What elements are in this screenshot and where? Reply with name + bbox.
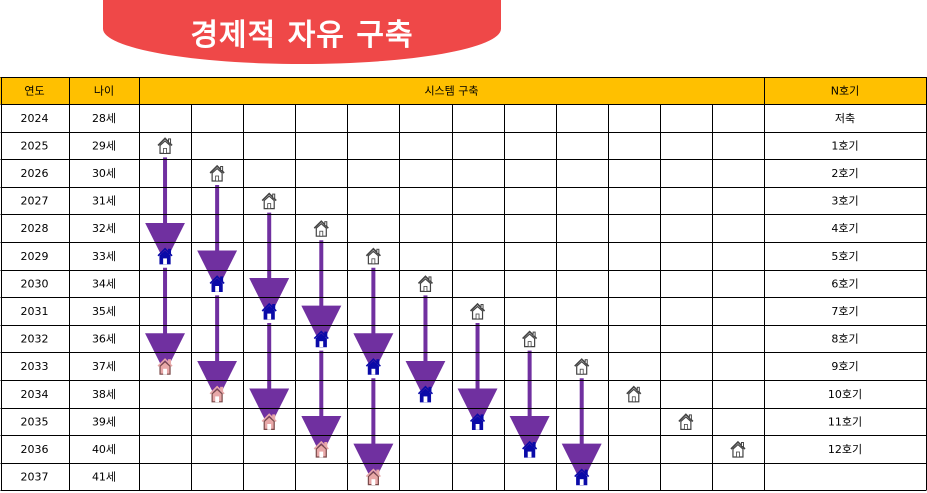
house-icon xyxy=(157,358,173,375)
year-cell: 2033 xyxy=(21,360,49,373)
house-icon xyxy=(522,330,538,348)
year-cell: 2034 xyxy=(21,388,49,401)
year-cell: 2025 xyxy=(21,139,49,152)
year-cell: 2035 xyxy=(21,415,49,428)
age-cell: 40세 xyxy=(92,443,116,456)
house-icon xyxy=(365,468,381,486)
page-title: 경제적 자유 구축 xyxy=(190,18,414,53)
nth-cell: 2호기 xyxy=(831,167,858,180)
header-row xyxy=(0,77,926,104)
nth-cell: 3호기 xyxy=(831,195,858,208)
house-icon xyxy=(313,220,329,237)
year-cell: 2024 xyxy=(21,112,49,125)
nth-cell: 12호기 xyxy=(828,443,862,456)
year-cell: 2027 xyxy=(21,195,49,208)
house-icon xyxy=(678,413,694,430)
year-cell: 2037 xyxy=(21,471,49,484)
age-cell: 29세 xyxy=(92,139,116,152)
header-age: 나이 xyxy=(94,85,114,98)
house-icon xyxy=(469,302,486,320)
age-cell: 38세 xyxy=(92,388,116,401)
age-cell: 33세 xyxy=(92,250,116,263)
house-icon xyxy=(261,302,277,320)
age-cell: 30세 xyxy=(92,167,116,180)
nth-cell: 6호기 xyxy=(831,277,858,290)
nth-cell: 7호기 xyxy=(831,305,858,318)
house-icon xyxy=(365,247,381,265)
house-icon xyxy=(365,358,381,375)
header-system: 시스템 구축 xyxy=(424,85,478,98)
house-icon xyxy=(313,440,329,458)
house-icon xyxy=(574,358,590,375)
header-nth: N호기 xyxy=(831,85,859,98)
nth-cell: 11호기 xyxy=(828,415,862,428)
house-icon xyxy=(209,164,225,182)
age-cell: 36세 xyxy=(92,333,116,346)
age-cell: 28세 xyxy=(92,112,116,125)
age-cell: 39세 xyxy=(92,415,116,428)
house-icon xyxy=(522,440,538,458)
nth-cell: 8호기 xyxy=(831,333,858,346)
house-icon xyxy=(626,385,642,403)
nth-cell: 5호기 xyxy=(831,250,858,263)
nth-cell: 4호기 xyxy=(831,222,858,235)
age-cell: 37세 xyxy=(92,360,116,373)
nth-cell: 저축 xyxy=(835,112,855,125)
house-icon xyxy=(209,275,225,292)
house-icon xyxy=(157,247,173,265)
house-icon xyxy=(417,275,434,292)
year-cell: 2030 xyxy=(21,277,49,290)
year-cell: 2031 xyxy=(21,305,49,318)
year-cell: 2036 xyxy=(21,443,49,456)
year-cell: 2029 xyxy=(21,250,49,263)
house-icon xyxy=(157,137,173,154)
year-cell: 2032 xyxy=(21,333,49,346)
house-icon xyxy=(261,413,277,430)
nth-cell: 9호기 xyxy=(831,360,858,373)
house-icon xyxy=(574,468,590,486)
nth-cell: 10호기 xyxy=(828,388,862,401)
header-year: 연도 xyxy=(24,85,44,98)
age-cell: 32세 xyxy=(92,222,116,235)
age-cell: 34세 xyxy=(92,277,116,290)
age-cell: 35세 xyxy=(92,305,116,318)
house-icon xyxy=(730,440,746,458)
house-icon xyxy=(469,413,486,430)
house-icon xyxy=(261,192,277,210)
nth-cell: 1호기 xyxy=(831,139,858,152)
house-icon xyxy=(417,385,434,403)
title-banner: 경제적 자유 구축 xyxy=(103,0,501,64)
age-cell: 31세 xyxy=(92,195,116,208)
house-icon xyxy=(313,330,329,348)
house-icon xyxy=(209,385,225,403)
year-cell: 2026 xyxy=(21,167,49,180)
year-cell: 2028 xyxy=(21,222,49,235)
age-cell: 41세 xyxy=(92,471,116,484)
